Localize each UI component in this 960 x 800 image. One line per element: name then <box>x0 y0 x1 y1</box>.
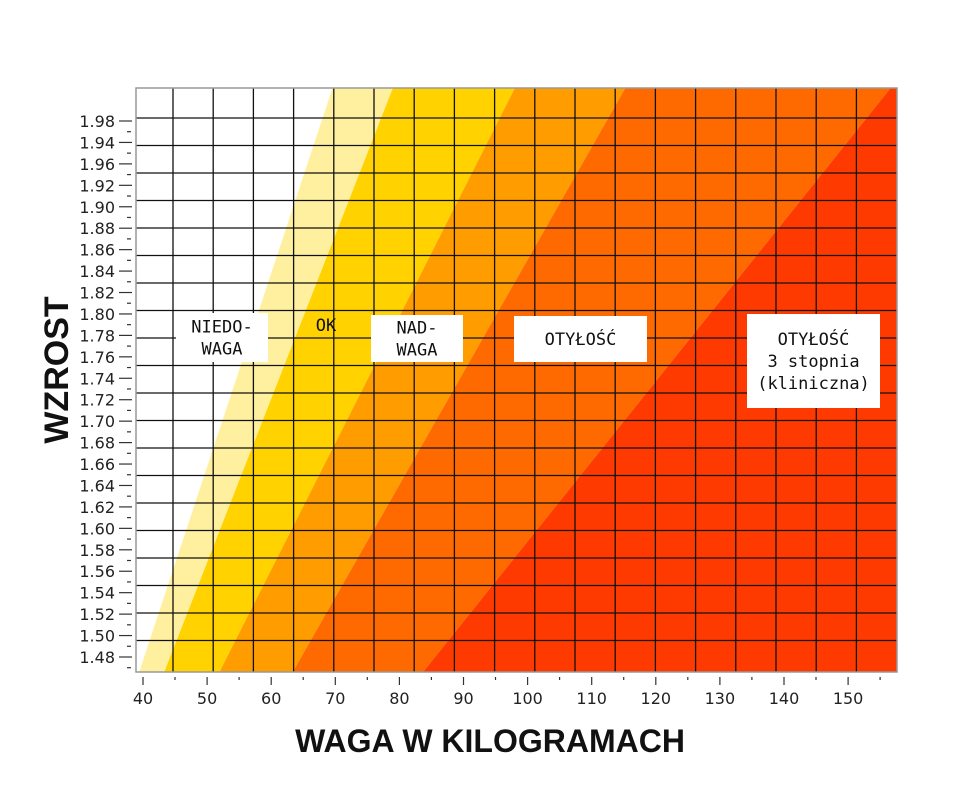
x-axis-title: WAGA W KILOGRAMACH <box>295 723 685 759</box>
annotation-2: OK <box>316 316 337 336</box>
x-tick-label: 50 <box>197 689 217 708</box>
y-tick-label: 1.66 <box>79 455 115 474</box>
y-tick-label: 1.72 <box>79 391 115 410</box>
bmi-band <box>164 88 515 672</box>
plot-frame <box>135 87 898 673</box>
y-tick-label: 1.92 <box>79 176 115 195</box>
y-tick-label: 1.94 <box>79 133 115 152</box>
annotation-text: (kliniczna) <box>757 374 870 394</box>
y-tick-label: 1.70 <box>79 412 115 431</box>
x-tick-label: 110 <box>576 689 607 708</box>
annotation-3: NAD-WAGA <box>371 315 463 362</box>
annotation-text: OTYŁOŚĆ <box>778 328 850 350</box>
annotation-text: 3 stopnia <box>767 352 859 372</box>
y-tick-label: 1.60 <box>79 519 115 538</box>
annotation-box <box>371 315 463 362</box>
x-tick-label: 130 <box>705 689 736 708</box>
y-tick-label: 1.52 <box>79 605 115 624</box>
y-tick-label: 1.62 <box>79 498 115 517</box>
annotation-box <box>747 314 880 408</box>
annotation-4: OTYŁOŚĆ <box>514 316 647 362</box>
y-tick-label: 1.82 <box>79 284 115 303</box>
bmi-band <box>139 88 393 672</box>
annotation-text: OTYŁOŚĆ <box>545 328 617 350</box>
x-tick-label: 80 <box>389 689 409 708</box>
bmi-band <box>423 88 897 672</box>
y-tick-label: 1.64 <box>79 476 115 495</box>
y-tick-label: 1.96 <box>79 155 115 174</box>
annotation-text: OK <box>316 316 337 336</box>
x-tick-label: 40 <box>133 689 153 708</box>
x-tick-label: 140 <box>769 689 800 708</box>
y-axis: 1.98 1.94 1.96 1.92 1.90 1.88 1.86 1.84 1.82 1.80… <box>79 112 132 669</box>
y-tick-label: 1.84 <box>79 262 115 281</box>
x-tick-label: 100 <box>512 689 543 708</box>
y-tick-label: 1.80 <box>79 305 115 324</box>
y-tick-label: 1.88 <box>79 219 115 238</box>
y-tick-label: 1.54 <box>79 584 115 603</box>
annotation-box <box>514 316 647 362</box>
grid-lines <box>136 88 897 672</box>
y-tick-label: 1.68 <box>79 434 115 453</box>
bmi-bands <box>136 88 897 672</box>
bmi-band <box>292 88 891 672</box>
x-tick-label: 70 <box>325 689 345 708</box>
annotation-text: NAD- <box>397 319 438 339</box>
y-tick-label: 1.76 <box>79 348 115 367</box>
annotation-text: WAGA <box>202 340 243 360</box>
y-tick-label: 1.50 <box>79 627 115 646</box>
y-tick-label: 1.58 <box>79 541 115 560</box>
x-tick-label: 120 <box>641 689 672 708</box>
annotation-box <box>176 313 268 362</box>
annotation-text: NIEDO- <box>191 318 252 338</box>
annotation-text: WAGA <box>397 341 438 361</box>
y-tick-label: 1.90 <box>79 198 115 217</box>
annotation-1: NIEDO-WAGA <box>176 313 268 362</box>
x-axis: 40 50 60 70 80 90 100 110 120 130 140 150 <box>133 677 881 708</box>
y-tick-label: 1.74 <box>79 369 115 388</box>
y-tick-label: 1.86 <box>79 241 115 260</box>
y-tick-label: 1.78 <box>79 326 115 345</box>
x-tick-label: 60 <box>261 689 281 708</box>
bmi-band <box>219 88 626 672</box>
bmi-band <box>136 88 333 672</box>
x-tick-label: 90 <box>453 689 473 708</box>
y-tick-label: 1.98 <box>79 112 115 131</box>
y-tick-label: 1.48 <box>79 648 115 667</box>
y-tick-label: 1.56 <box>79 562 115 581</box>
y-axis-title: WZROST <box>38 296 76 444</box>
x-tick-label: 150 <box>833 689 864 708</box>
